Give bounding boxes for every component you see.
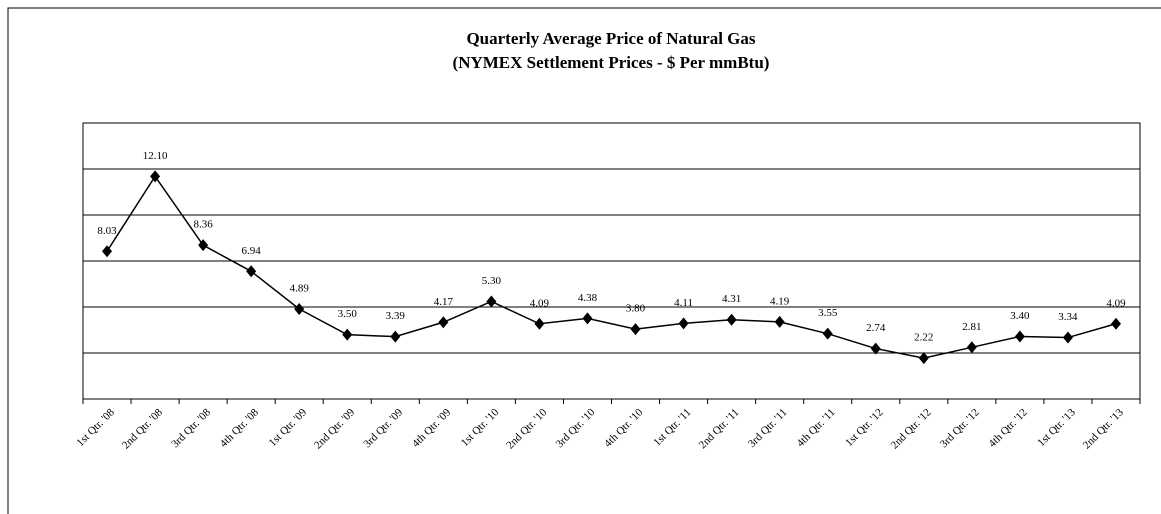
marker — [534, 317, 545, 330]
x-tick-label: 2nd Qtr. '12 — [889, 406, 934, 451]
data-label: 2.22 — [914, 332, 933, 344]
x-tick-label: 1st Qtr. '13 — [1035, 406, 1078, 449]
data-label: 8.36 — [193, 219, 213, 231]
marker — [966, 341, 977, 354]
chart-title: Quarterly Average Price of Natural Gas — [466, 29, 755, 48]
marker — [678, 317, 689, 330]
marker — [822, 327, 833, 340]
marker — [630, 323, 641, 336]
marker — [1014, 330, 1025, 343]
frame — [7, 7, 1161, 514]
data-label: 3.34 — [1058, 311, 1078, 323]
data-label: 2.74 — [866, 322, 886, 334]
data-label: 4.09 — [1106, 297, 1126, 309]
x-tick-label: 1st Qtr. '11 — [651, 406, 693, 448]
data-label: 4.89 — [290, 283, 310, 295]
data-label: 3.40 — [1010, 310, 1030, 322]
marker — [582, 312, 593, 325]
x-tick-label: 3rd Qtr. '12 — [938, 406, 982, 450]
marker — [1110, 317, 1121, 330]
x-tick-label: 4th Qtr. '11 — [795, 406, 838, 449]
x-tick-label: 2nd Qtr. '10 — [504, 406, 549, 451]
x-tick-label: 4th Qtr. '08 — [218, 406, 262, 450]
x-tick-label: 3rd Qtr. '09 — [361, 406, 405, 450]
x-tick-label: 1st Qtr. '12 — [843, 406, 886, 449]
chart-subtitle: (NYMEX Settlement Prices - $ Per mmBtu) — [453, 53, 770, 72]
data-label: 4.38 — [578, 292, 598, 304]
data-label: 4.09 — [530, 297, 550, 309]
data-label: 4.17 — [434, 296, 454, 308]
line — [106, 175, 1117, 359]
data-label: 4.11 — [674, 297, 693, 309]
data-label: 2.81 — [962, 321, 981, 333]
x-tick-label: 2nd Qtr. '09 — [312, 406, 357, 451]
data-label: 5.30 — [482, 275, 502, 287]
marker — [870, 342, 881, 355]
x-tick-label: 2nd Qtr. '08 — [120, 406, 165, 451]
data-label: 12.10 — [143, 150, 168, 162]
x-tick-label: 4th Qtr. '09 — [410, 406, 454, 450]
marker — [1062, 331, 1073, 344]
marker — [246, 265, 257, 278]
marker — [294, 303, 305, 316]
x-tick-label: 3rd Qtr. '10 — [554, 406, 598, 450]
x-tick-label: 1st Qtr. '08 — [74, 406, 117, 449]
x-tick-label: 2nd Qtr. '11 — [697, 406, 742, 451]
data-label: 8.03 — [97, 225, 117, 237]
marker — [150, 170, 161, 183]
data-label: 3.80 — [626, 303, 646, 315]
x-tick-label: 2nd Qtr. '13 — [1081, 406, 1126, 451]
data-label: 6.94 — [242, 245, 262, 257]
x-tick-label: 4th Qtr. '10 — [602, 406, 646, 450]
marker — [198, 239, 209, 252]
data-label: 4.19 — [770, 295, 790, 307]
x-tick-label: 3rd Qtr. '08 — [169, 406, 213, 450]
marker — [774, 315, 785, 328]
marker — [918, 352, 929, 365]
x-tick-label: 1st Qtr. '09 — [267, 406, 310, 449]
marker — [390, 330, 401, 343]
data-label: 3.55 — [818, 307, 838, 319]
x-tick-label: 3rd Qtr. '11 — [746, 406, 790, 450]
data-label: 3.39 — [386, 310, 406, 322]
marker — [486, 295, 497, 308]
marker — [726, 313, 737, 326]
x-tick-label: 4th Qtr. '12 — [986, 406, 1029, 449]
marker — [102, 245, 113, 258]
marker — [438, 316, 449, 329]
data-label: 4.31 — [722, 293, 741, 305]
data-label: 3.50 — [338, 308, 358, 320]
x-tick-label: 1st Qtr. '10 — [459, 406, 502, 449]
marker — [342, 328, 353, 341]
